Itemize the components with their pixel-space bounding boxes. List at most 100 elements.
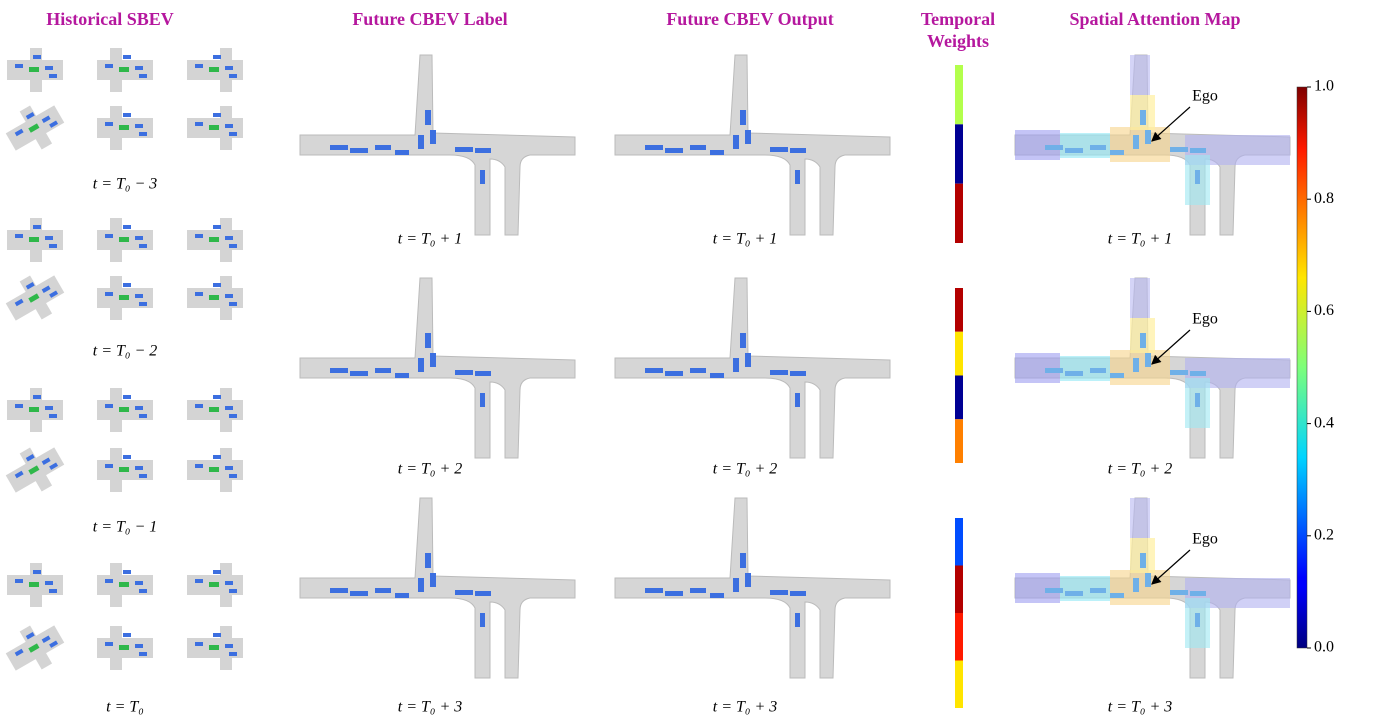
- vehicle: [330, 368, 348, 373]
- vehicle: [790, 371, 806, 376]
- attention-patch: [1130, 55, 1150, 95]
- ego-label: Ego: [1192, 88, 1218, 105]
- caption: t = T₀ + 1: [398, 231, 463, 248]
- ego-vehicle: [209, 407, 219, 412]
- vehicle: [139, 414, 147, 418]
- ego-vehicle: [119, 67, 129, 72]
- vehicle: [139, 244, 147, 248]
- caption: t = T₀: [106, 699, 144, 716]
- vehicle: [795, 170, 800, 184]
- ego-vehicle: [119, 582, 129, 587]
- vehicle: [213, 283, 221, 287]
- vehicle: [690, 588, 706, 593]
- caption: t = T₀ + 3: [713, 699, 778, 716]
- vehicle: [1170, 370, 1188, 375]
- vehicle: [45, 236, 53, 240]
- vehicle: [350, 371, 368, 376]
- colorbar-tick-label: 0.0: [1314, 639, 1334, 656]
- vehicle: [105, 234, 113, 238]
- vehicle: [225, 66, 233, 70]
- colorbar-tick-label: 0.8: [1314, 190, 1334, 207]
- colorbar-tick-label: 0.4: [1314, 414, 1334, 431]
- vehicle: [229, 414, 237, 418]
- temporal-weight: [955, 661, 963, 709]
- vehicle: [15, 64, 23, 68]
- temporal-weight: [955, 124, 963, 183]
- vehicle: [139, 589, 147, 593]
- vehicle: [105, 642, 113, 646]
- vehicle: [105, 122, 113, 126]
- sbev-thumbnail: [97, 448, 153, 492]
- sbev-thumbnail: [0, 265, 70, 331]
- vehicle: [123, 283, 131, 287]
- vehicle: [480, 613, 485, 627]
- sbev-thumbnail: [187, 448, 243, 492]
- vehicle: [1090, 145, 1106, 150]
- vehicle: [395, 150, 409, 155]
- sbev-thumbnail: [187, 48, 243, 92]
- road-map: [1015, 498, 1290, 678]
- vehicle: [375, 588, 391, 593]
- vehicle: [425, 553, 431, 568]
- colorbar-tick-label: 0.2: [1314, 526, 1334, 543]
- vehicle: [1045, 145, 1063, 150]
- vehicle: [49, 74, 57, 78]
- vehicle: [1145, 573, 1151, 587]
- ego-vehicle: [29, 237, 39, 242]
- vehicle: [49, 589, 57, 593]
- vehicle: [15, 234, 23, 238]
- vehicle: [45, 66, 53, 70]
- vehicle: [1090, 588, 1106, 593]
- figure: t = T₀ − 3t = T₀ − 2t = T₀ − 1t = T₀t = …: [0, 0, 1375, 722]
- vehicle: [213, 55, 221, 59]
- vehicle: [645, 368, 663, 373]
- vehicle: [225, 236, 233, 240]
- vehicle: [195, 64, 203, 68]
- vehicle: [139, 74, 147, 78]
- vehicle: [1090, 368, 1106, 373]
- vehicle: [195, 579, 203, 583]
- caption: t = T₀ + 3: [1108, 699, 1173, 716]
- ego-vehicle: [119, 645, 129, 650]
- road-map: [300, 55, 575, 235]
- vehicle: [135, 581, 143, 585]
- colorbar-tick-label: 0.6: [1314, 302, 1334, 319]
- vehicle: [733, 578, 739, 592]
- vehicle: [139, 132, 147, 136]
- sbev-thumbnail: [187, 388, 243, 432]
- ego-vehicle: [119, 295, 129, 300]
- ego-label: Ego: [1192, 311, 1218, 328]
- caption: t = T₀ + 2: [1108, 461, 1173, 478]
- vehicle: [795, 393, 800, 407]
- vehicle: [49, 414, 57, 418]
- temporal-weight: [955, 613, 963, 661]
- vehicle: [395, 373, 409, 378]
- temporal-weight: [955, 184, 963, 243]
- attention-patch: [1130, 498, 1150, 538]
- vehicle: [15, 404, 23, 408]
- vehicle: [1145, 353, 1151, 367]
- ego-vehicle: [209, 67, 219, 72]
- vehicle: [330, 588, 348, 593]
- vehicle: [123, 225, 131, 229]
- column-header: Future CBEV Output: [630, 8, 870, 30]
- vehicle: [123, 455, 131, 459]
- vehicle: [395, 593, 409, 598]
- vehicle: [213, 633, 221, 637]
- vehicle: [105, 579, 113, 583]
- vehicle: [770, 147, 788, 152]
- vehicle: [425, 333, 431, 348]
- vehicle: [1190, 148, 1206, 153]
- vehicle: [710, 373, 724, 378]
- vehicle: [418, 578, 424, 592]
- vehicle: [475, 371, 491, 376]
- vehicle: [350, 591, 368, 596]
- ego-vehicle: [119, 407, 129, 412]
- vehicle: [480, 170, 485, 184]
- vehicle: [1045, 588, 1063, 593]
- vehicle: [213, 225, 221, 229]
- sbev-thumbnail: [187, 276, 243, 320]
- vehicle: [213, 395, 221, 399]
- ego-label: Ego: [1192, 531, 1218, 548]
- vehicle: [123, 395, 131, 399]
